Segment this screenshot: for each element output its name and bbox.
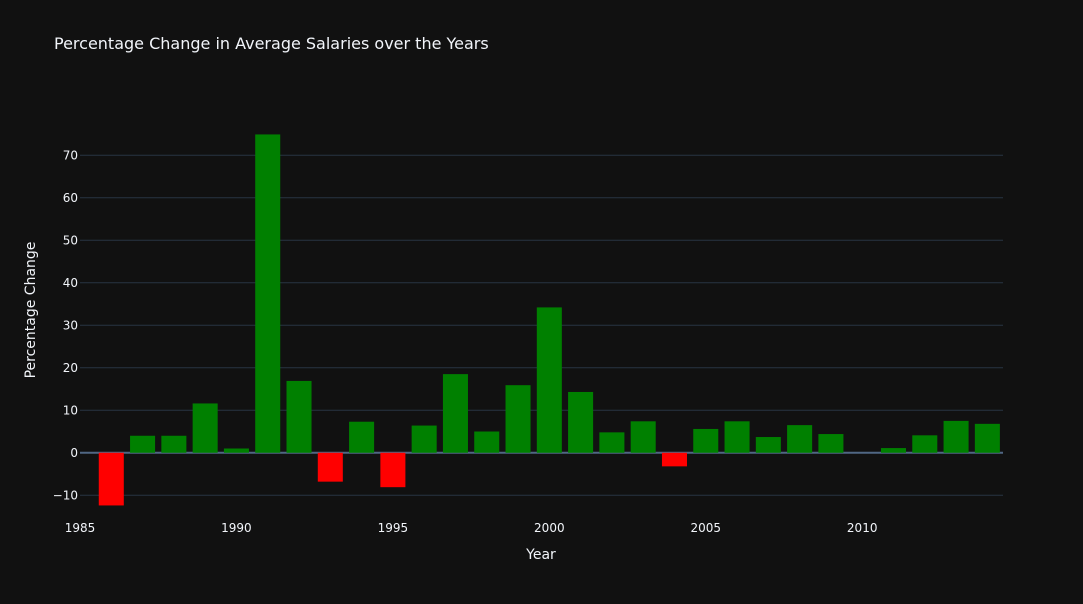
bar[interactable]	[130, 435, 156, 453]
y-tick-label: 10	[63, 403, 78, 417]
bar[interactable]	[880, 448, 907, 453]
y-tick-label: 30	[63, 318, 78, 332]
chart-title: Percentage Change in Average Salaries ov…	[54, 34, 489, 53]
y-tick-label: 50	[63, 233, 78, 247]
y-axis-label: Percentage Change	[23, 242, 39, 379]
bar[interactable]	[568, 391, 594, 453]
y-tick-labels: −10 0 10 20 30 40 50 60 70	[53, 148, 78, 502]
bar[interactable]	[255, 134, 281, 453]
bar[interactable]	[912, 435, 938, 453]
bar[interactable]	[161, 435, 187, 453]
bar[interactable]	[755, 437, 781, 453]
bar[interactable]	[98, 452, 124, 506]
y-tick-label: 60	[63, 191, 78, 205]
bar[interactable]	[693, 428, 719, 453]
bar[interactable]	[317, 452, 343, 482]
bar[interactable]	[442, 374, 468, 453]
bar[interactable]	[818, 434, 844, 453]
bar[interactable]	[286, 380, 312, 453]
bars	[98, 134, 1000, 506]
x-tick-label: 1995	[378, 521, 409, 535]
bar[interactable]	[536, 307, 562, 453]
x-tick-label: 2010	[847, 521, 878, 535]
bar[interactable]	[505, 385, 531, 453]
bar[interactable]	[349, 421, 375, 453]
x-tick-label: 2005	[690, 521, 721, 535]
bar[interactable]	[943, 420, 969, 453]
bar[interactable]	[380, 452, 406, 488]
bar[interactable]	[599, 432, 625, 453]
bar[interactable]	[787, 425, 813, 453]
y-tick-label: 70	[63, 148, 78, 162]
bar[interactable]	[192, 403, 218, 453]
y-tick-label: 20	[63, 361, 78, 375]
bar[interactable]	[411, 425, 437, 453]
x-axis-label: Year	[525, 547, 556, 563]
bar[interactable]	[724, 421, 750, 453]
x-tick-label: 2000	[534, 521, 565, 535]
x-tick-label: 1985	[65, 521, 96, 535]
y-tick-label: 0	[70, 446, 78, 460]
x-tick-labels: 1985 1990 1995 2000 2005 2010	[65, 521, 878, 535]
y-tick-label: 40	[63, 276, 78, 290]
bar[interactable]	[223, 448, 249, 453]
y-tick-label: −10	[53, 488, 78, 502]
x-tick-label: 1990	[221, 521, 252, 535]
bar[interactable]	[630, 421, 656, 453]
bar[interactable]	[474, 431, 500, 453]
bar[interactable]	[974, 423, 1000, 453]
bar[interactable]	[661, 452, 687, 467]
